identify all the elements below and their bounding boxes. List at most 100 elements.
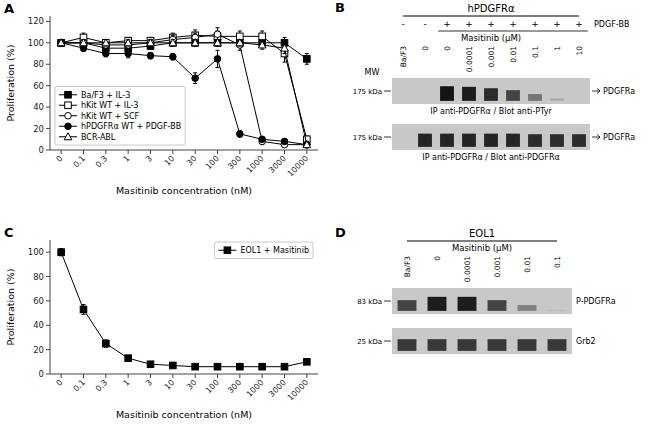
treatment-symbol: - — [423, 19, 426, 29]
y-axis-label: Proliferation (%) — [5, 269, 16, 346]
title-rule — [407, 241, 557, 242]
error-cap — [126, 57, 130, 58]
legend-label: BCR-ABL — [81, 133, 116, 142]
y-tick-label: 80 — [33, 272, 44, 282]
error-cap — [238, 31, 242, 32]
error-cap — [171, 33, 175, 34]
blot-caption: IP anti-PDGFRα / Blot anti-PDGFRα — [422, 153, 559, 162]
blot-panel: DEOL1Masitinib (μM)Ba/F300.00010.0010.01… — [335, 225, 616, 354]
treatment-rule — [438, 31, 588, 32]
marker — [58, 40, 65, 47]
legend-item: BCR-ABL — [59, 133, 116, 142]
lane-label: 0.0001 — [463, 256, 472, 282]
marker — [236, 39, 244, 46]
y-axis — [50, 16, 51, 150]
marker — [237, 363, 244, 370]
x-tick — [83, 150, 84, 154]
x-tick — [195, 374, 196, 378]
error-cap — [216, 67, 220, 68]
x-tick-label: 3000 — [267, 154, 288, 175]
band — [428, 339, 447, 351]
band — [484, 88, 498, 101]
x-tick-label: 3000 — [267, 378, 288, 399]
x-axis — [50, 150, 318, 151]
legend-item: EOL1 + Masitinib — [218, 246, 309, 255]
band — [462, 87, 476, 101]
blot-panel: BhPDGFRα- -+++++++PDGF-BBMasitinib (μM)B… — [335, 0, 635, 162]
x-axis — [50, 374, 318, 375]
line-chart: A02040608010012000.10.313103010030010003… — [4, 1, 318, 196]
legend-label: EOL1 + Masitinib — [240, 246, 309, 255]
band-arrow — [592, 89, 600, 94]
x-tick-label: 1000 — [245, 154, 266, 175]
y-tick — [46, 64, 50, 65]
marker — [80, 40, 87, 47]
y-tick — [46, 21, 50, 22]
lane-label: 10 — [575, 46, 584, 56]
marker — [304, 56, 311, 63]
x-tick — [262, 150, 263, 154]
mw-tick — [384, 137, 391, 138]
marker — [259, 33, 266, 40]
marker — [237, 131, 244, 138]
title: hPDGFRα — [467, 3, 515, 14]
legend-marker — [65, 112, 72, 119]
marker — [259, 363, 266, 370]
marker — [103, 340, 110, 347]
treatment-symbol: + — [575, 19, 583, 29]
mw-label: 25 kDa — [357, 338, 382, 346]
x-tick — [239, 150, 240, 154]
y-tick — [46, 150, 50, 151]
error-cap — [126, 49, 130, 50]
x-tick-label: 0 — [55, 154, 65, 164]
mw-header: MW — [365, 68, 380, 77]
band — [484, 134, 498, 147]
mw-tick — [384, 91, 391, 92]
band — [458, 297, 477, 311]
panel-letter: D — [335, 225, 346, 240]
y-tick-label: 20 — [33, 124, 44, 134]
lane-label: 0.001 — [487, 46, 496, 68]
band-label: Grb2 — [576, 337, 596, 346]
y-tick — [46, 128, 50, 129]
legend-item: hKit WT + SCF — [59, 112, 139, 121]
line-chart: C02040608010000.10.313103010030010003000… — [4, 225, 318, 420]
treatment-symbol: + — [509, 19, 517, 29]
error-cap — [193, 29, 197, 30]
legend-item: hPDGFRα WT + PDGF-BB — [59, 122, 181, 131]
legend-label: hKit WT + SCF — [81, 112, 139, 121]
background — [0, 0, 662, 445]
band — [550, 134, 564, 147]
error-cap — [82, 33, 86, 34]
band — [418, 100, 432, 101]
treatment-symbol: - — [401, 19, 404, 29]
marker — [58, 40, 65, 47]
y-axis-label: Proliferation (%) — [5, 45, 16, 122]
marker — [214, 31, 221, 38]
marker — [147, 361, 154, 368]
x-tick — [217, 150, 218, 154]
x-tick-label: 3 — [144, 378, 154, 388]
marker — [103, 50, 110, 57]
x-tick-label: 30 — [185, 154, 199, 168]
x-tick — [150, 374, 151, 378]
marker — [125, 355, 132, 362]
error-cap — [238, 50, 242, 51]
x-tick-label: 100 — [204, 378, 221, 395]
marker — [102, 39, 110, 46]
x-tick-label: 10 — [163, 378, 177, 392]
marker — [170, 362, 177, 369]
marker — [80, 306, 87, 313]
blot-background — [392, 288, 572, 314]
lane-label: 1 — [553, 46, 562, 51]
lane-label: 0.01 — [523, 256, 532, 273]
y-tick-label: 60 — [33, 81, 44, 91]
marker — [170, 53, 177, 60]
band — [396, 100, 410, 101]
panel-letter: C — [4, 225, 14, 240]
error-cap — [126, 49, 130, 50]
marker — [124, 39, 132, 46]
marker — [304, 141, 311, 148]
blot-background — [392, 328, 572, 354]
marker — [58, 40, 65, 47]
